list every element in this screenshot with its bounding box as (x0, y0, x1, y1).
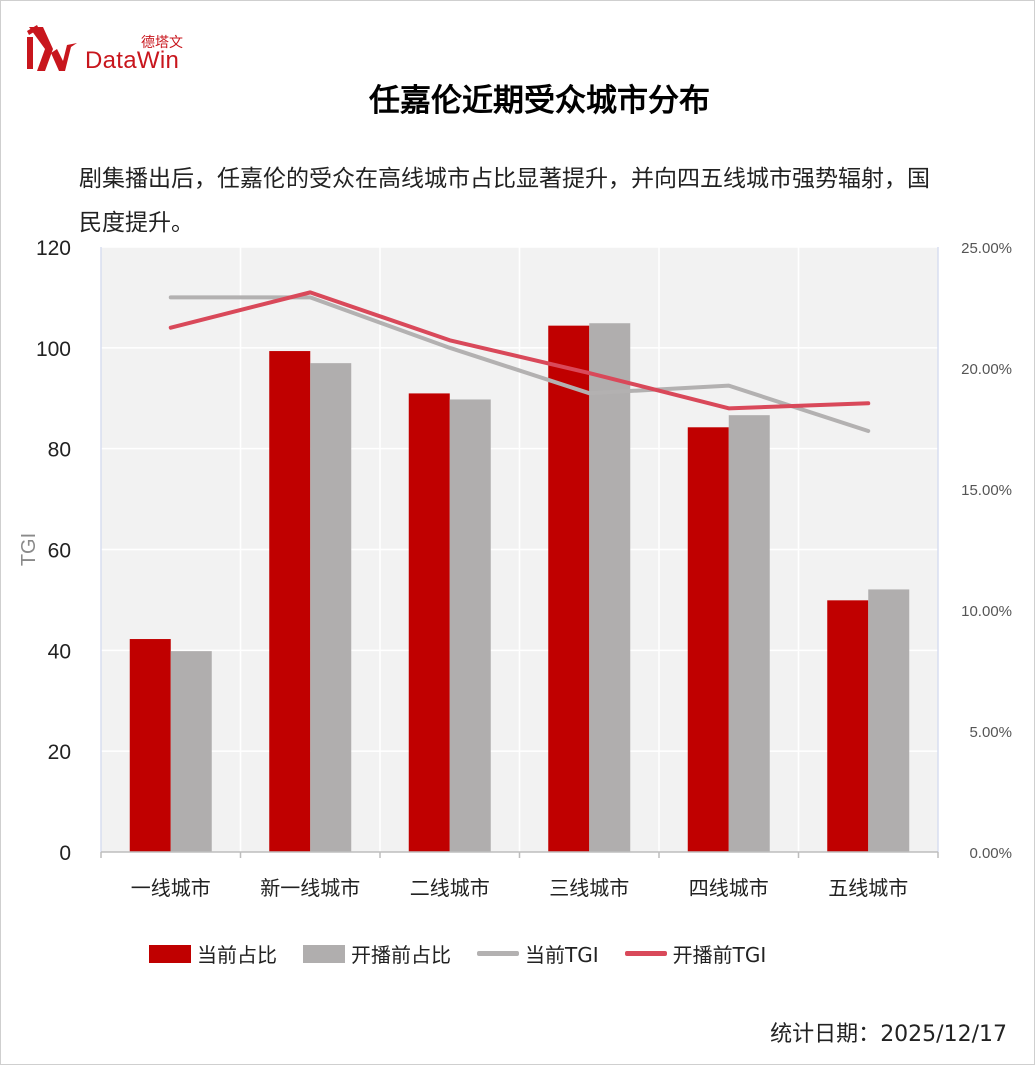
y-left-tick-label: 40 (48, 640, 71, 663)
legend-label: 当前占比 (197, 943, 277, 967)
bar-pre-broadcast-share (728, 415, 770, 852)
y-left-axis-label: TGI (18, 533, 40, 566)
bar-current-share (687, 427, 729, 852)
y-right-tick-label: 25.00% (961, 240, 1012, 257)
x-tick-label: 新一线城市 (260, 876, 360, 900)
bar-current-share (827, 600, 869, 852)
y-left-tick-label: 60 (48, 540, 71, 563)
y-left-tick-label: 100 (36, 338, 71, 361)
legend-swatch (303, 944, 345, 963)
legend-item: 当前占比 (149, 939, 277, 968)
y-left-tick-label: 0 (59, 842, 71, 865)
bar-pre-broadcast-share (449, 399, 491, 852)
bar-pre-broadcast-share (868, 589, 910, 852)
legend-item: 当前TGI (477, 939, 599, 968)
y-right-tick-label: 15.00% (961, 482, 1012, 499)
x-tick-label: 四线城市 (689, 876, 769, 900)
page-title: 任嘉伦近期受众城市分布 (369, 83, 710, 119)
x-tick-label: 五线城市 (828, 876, 908, 900)
bar-current-share (269, 351, 311, 852)
legend-swatch (624, 951, 667, 956)
bar-current-share (129, 639, 171, 852)
chart-subtitle: 剧集播出后，任嘉伦的受众在高线城市占比显著提升，并向四五线城市强势辐射，国民度提… (79, 166, 930, 236)
stat-date: 统计日期：2025/12/17 (770, 1016, 1007, 1048)
brand-logo: 德塔文 DataWin (23, 23, 193, 79)
bar-pre-broadcast-share (170, 651, 212, 852)
y-left-tick-label: 20 (48, 741, 71, 764)
bar-pre-broadcast-share (589, 323, 631, 853)
stat-date-value: 2025/12/17 (880, 1022, 1007, 1047)
legend-label: 当前TGI (525, 943, 599, 967)
legend-swatch (477, 951, 519, 956)
legend-label: 开播前占比 (351, 943, 451, 967)
x-tick-label: 二线城市 (410, 876, 490, 900)
stat-date-label: 统计日期： (770, 1022, 881, 1047)
y-left-tick-label: 120 (36, 237, 71, 260)
legend-label: 开播前TGI (672, 943, 767, 967)
bar-pre-broadcast-share (310, 363, 352, 852)
y-right-tick-label: 0.00% (969, 845, 1012, 862)
y-right-tick-label: 20.00% (961, 361, 1012, 378)
legend-item: 开播前TGI (624, 939, 767, 968)
y-left-tick-label: 80 (48, 439, 71, 462)
brand-name-cn: 德塔文 (141, 35, 183, 51)
y-right-tick-label: 5.00% (969, 724, 1012, 741)
legend-item: 开播前占比 (303, 939, 451, 968)
combo-chart: 0 20 40 60 80 100 120 0.00% 5.00% 10.00% 15.00% 20.… (18, 237, 1012, 900)
x-tick-label: 三线城市 (549, 876, 629, 900)
chart-legend: 当前占比 开播前占比 当前TGI 开播前TGI (149, 939, 792, 968)
line-pre-broadcast-tgi (168, 290, 871, 411)
y-right-tick-label: 10.00% (961, 603, 1012, 620)
bar-current-share (408, 393, 450, 852)
brand-name-en: DataWin (85, 47, 180, 74)
x-tick-label: 一线城市 (131, 876, 211, 900)
legend-swatch (149, 944, 191, 963)
bar-current-share (548, 325, 590, 852)
datawin-logo-icon (27, 25, 77, 71)
